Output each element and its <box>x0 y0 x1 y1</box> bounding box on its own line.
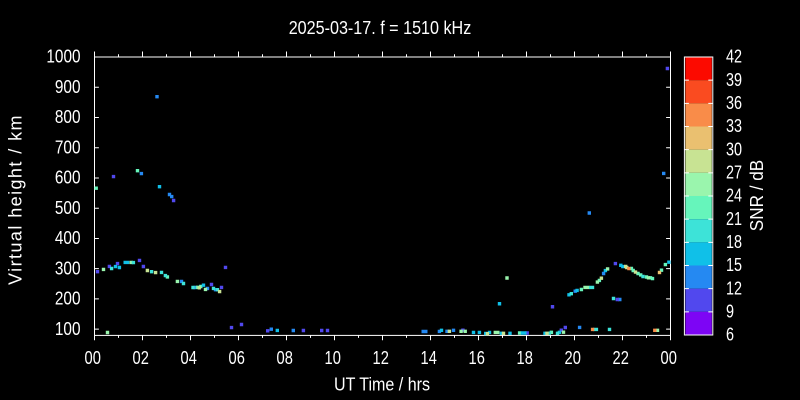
svg-text:08: 08 <box>277 348 293 368</box>
svg-text:00: 00 <box>85 348 101 368</box>
svg-text:02: 02 <box>133 348 149 368</box>
svg-text:200: 200 <box>55 289 81 309</box>
svg-text:36: 36 <box>726 93 742 113</box>
svg-text:27: 27 <box>726 162 742 182</box>
svg-text:30: 30 <box>726 139 742 159</box>
svg-text:39: 39 <box>726 70 742 90</box>
svg-text:06: 06 <box>229 348 245 368</box>
svg-text:20: 20 <box>565 348 581 368</box>
svg-text:12: 12 <box>726 278 742 298</box>
svg-text:24: 24 <box>726 186 742 206</box>
svg-text:16: 16 <box>469 348 485 368</box>
svg-text:21: 21 <box>726 209 742 229</box>
svg-text:300: 300 <box>55 258 81 278</box>
svg-text:18: 18 <box>726 232 742 252</box>
svg-text:900: 900 <box>55 77 81 97</box>
svg-text:04: 04 <box>181 348 197 368</box>
svg-text:9: 9 <box>726 301 734 321</box>
svg-text:800: 800 <box>55 107 81 127</box>
svg-text:UT Time / hrs: UT Time / hrs <box>334 375 430 395</box>
svg-text:100: 100 <box>55 319 81 339</box>
svg-text:2025-03-17. f = 1510 kHz: 2025-03-17. f = 1510 kHz <box>289 18 472 38</box>
svg-text:400: 400 <box>55 228 81 248</box>
svg-text:33: 33 <box>726 116 742 136</box>
svg-text:12: 12 <box>373 348 389 368</box>
svg-text:14: 14 <box>421 348 437 368</box>
svg-text:15: 15 <box>726 255 742 275</box>
svg-text:10: 10 <box>325 348 341 368</box>
svg-text:22: 22 <box>613 348 629 368</box>
svg-text:6: 6 <box>726 325 734 345</box>
svg-text:18: 18 <box>517 348 533 368</box>
svg-text:600: 600 <box>55 168 81 188</box>
svg-text:1000: 1000 <box>46 47 80 67</box>
svg-text:700: 700 <box>55 137 81 157</box>
svg-text:42: 42 <box>726 47 742 67</box>
svg-text:500: 500 <box>55 198 81 218</box>
svg-text:Virtual height / km: Virtual height / km <box>6 115 26 285</box>
svg-text:00: 00 <box>661 348 677 368</box>
svg-text:SNR / dB: SNR / dB <box>747 160 767 232</box>
